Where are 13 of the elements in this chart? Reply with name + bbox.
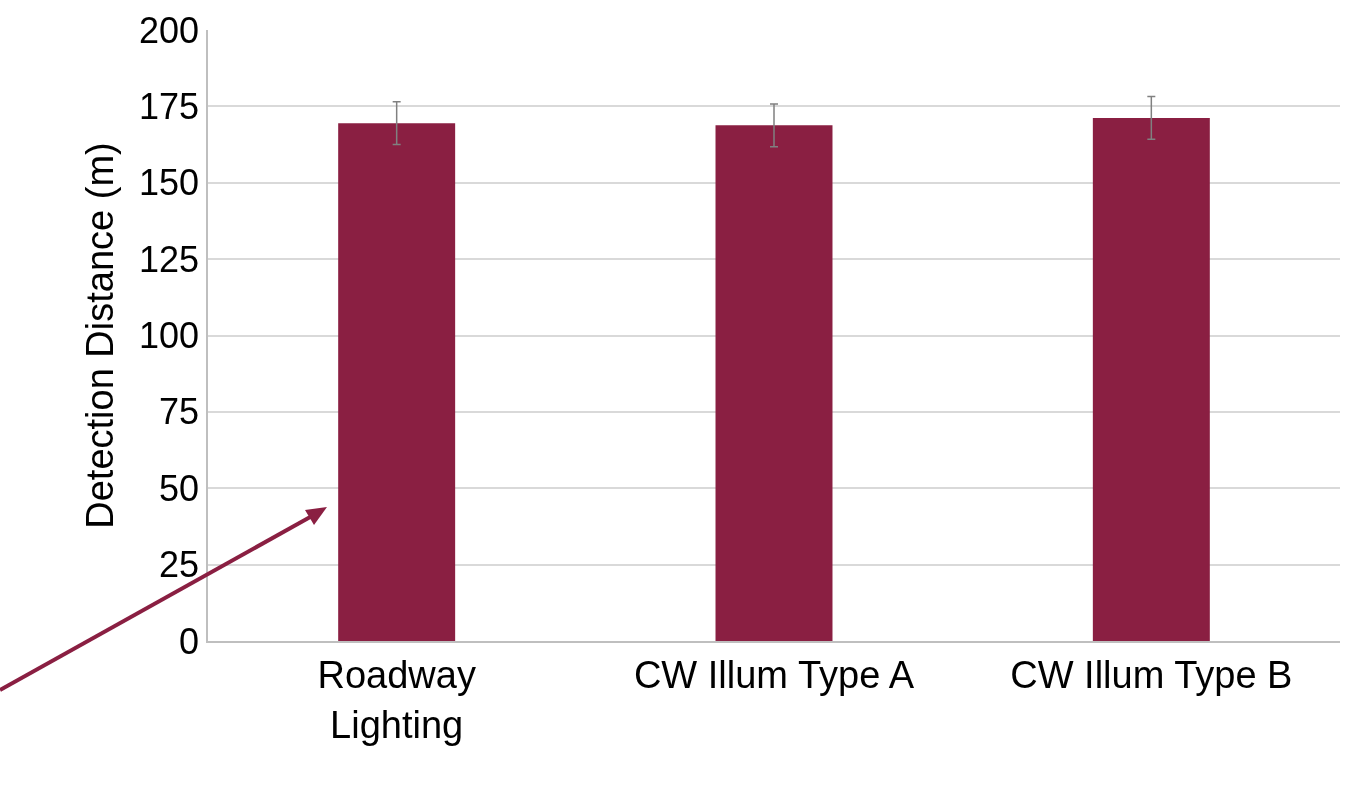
y-tick-label: 200 [138, 9, 200, 51]
y-tick-label: 25 [159, 544, 200, 586]
y-tick-label: 125 [138, 238, 200, 280]
y-tick-label: 0 [179, 620, 200, 662]
y-tick-label: 175 [138, 85, 200, 127]
x-tick-label: CW Illum Type A [633, 654, 915, 697]
y-tick-label: 50 [159, 467, 200, 509]
y-tick-label: 100 [138, 315, 200, 357]
y-tick-label: 75 [159, 391, 200, 433]
x-tick-label: CW Illum Type B [1010, 654, 1293, 697]
x-tick-label: Roadway Lighting [317, 654, 476, 746]
y-axis-title: Detection Distance (m) [78, 142, 121, 529]
y-tick-label: 150 [138, 162, 200, 204]
